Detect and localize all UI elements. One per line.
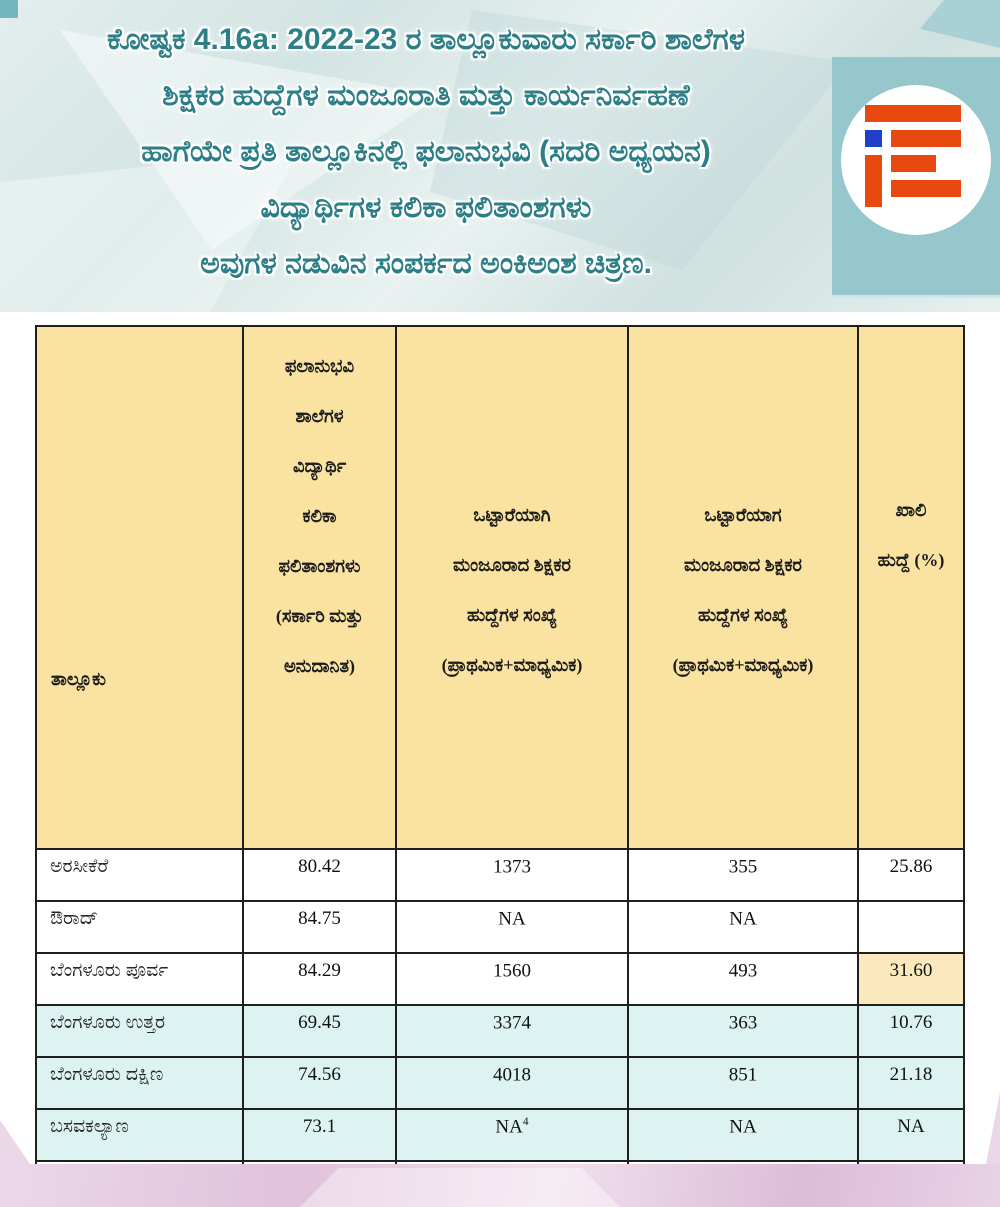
table-row: ಬೆಂಗಳೂರು ಉತ್ತರ 69.45 3374 363 10.76 xyxy=(35,1004,965,1058)
header-taluk: ತಾಲ್ಲೂಕು xyxy=(35,325,244,850)
decorative-shard xyxy=(0,1120,30,1164)
table-row: ಅರಸೀಕೆರೆ 80.42 1373 355 25.86 xyxy=(35,848,965,902)
header-learning-outcomes: ಫಲಾನುಭವಿ ಶಾಲೆಗಳ ವಿದ್ಯಾರ್ಥಿ ಕಲಿಕಾ ಫಲಿತಾಂಶ… xyxy=(242,325,397,850)
logo-bar-top xyxy=(865,105,961,122)
vacancy-cell: NA xyxy=(857,1108,965,1162)
result-cell: 69.45 xyxy=(242,1004,397,1058)
logo-bar-4 xyxy=(891,180,961,197)
vacancy-cell: 10.76 xyxy=(857,1004,965,1058)
vacancy-cell: 21.18 xyxy=(857,1056,965,1110)
decorative-shard xyxy=(986,1092,1000,1164)
working-cell: 363 xyxy=(627,1004,859,1058)
data-table-wrap: ತಾಲ್ಲೂಕು ಫಲಾನುಭವಿ ಶಾಲೆಗಳ ವಿದ್ಯಾರ್ಥಿ ಕಲಿಕ… xyxy=(35,325,965,1207)
title-banner: ಕೋಷ್ಟಕ 4.16a: 2022-23 ರ ತಾಲ್ಲೂಕುವಾರು ಸರ್… xyxy=(0,0,1000,312)
title-line-2: ಶಿಕ್ಷಕರ ಹುದ್ದೆಗಳ ಮಂಜೂರಾತಿ ಮತ್ತು ಕಾರ್ಯನಿರ… xyxy=(162,79,690,112)
table-row: ಬೆಂಗಳೂರು ಪೂರ್ವ 84.29 1560 493 31.60 xyxy=(35,952,965,1006)
decorative-shard xyxy=(920,0,1000,48)
sanctioned-cell: 1560 xyxy=(395,952,629,1006)
title-line-5: ಅವುಗಳ ನಡುವಿನ ಸಂಪರ್ಕದ ಅಂಕಿಅಂಶ ಚಿತ್ರಣ. xyxy=(200,247,652,280)
sanctioned-cell: 1373 xyxy=(395,848,629,902)
sanctioned-cell: 4018 xyxy=(395,1056,629,1110)
decorative-shard xyxy=(300,1168,620,1207)
title-line-3: ಹಾಗೆಯೇ ಪ್ರತಿ ತಾಲ್ಲೂಕಿನಲ್ಲಿ ಫಲಾನುಭವಿ (ಸದರ… xyxy=(141,135,711,168)
working-cell: NA xyxy=(627,1108,859,1162)
result-cell: 80.42 xyxy=(242,848,397,902)
footer-band xyxy=(0,1164,1000,1207)
sanctioned-cell: 3374 xyxy=(395,1004,629,1058)
ie-logo-icon xyxy=(841,85,991,235)
result-cell: 74.56 xyxy=(242,1056,397,1110)
working-cell: 851 xyxy=(627,1056,859,1110)
header-row: ತಾಲ್ಲೂಕು ಫಲಾನುಭವಿ ಶಾಲೆಗಳ ವಿದ್ಯಾರ್ಥಿ ಕಲಿಕ… xyxy=(35,325,965,850)
taluk-cell: ಅರಸೀಕೆರೆ xyxy=(35,848,244,902)
logo-bar-3 xyxy=(891,155,936,172)
vacancy-cell-highlighted: 31.60 xyxy=(857,952,965,1006)
title-line-1: ಕೋಷ್ಟಕ 4.16a: 2022-23 ರ ತಾಲ್ಲೂಕುವಾರು ಸರ್… xyxy=(106,23,746,56)
logo-panel xyxy=(832,57,1000,298)
taluk-cell: ಬೆಂಗಳೂರು ದಕ್ಷಿಣ xyxy=(35,1056,244,1110)
taluk-cell: ಔರಾದ್ xyxy=(35,900,244,954)
taluk-cell: ಬೆಂಗಳೂರು ಪೂರ್ವ xyxy=(35,952,244,1006)
taluk-cell: ಬಸವಕಲ್ಯಾಣ xyxy=(35,1108,244,1162)
logo-blue-dot xyxy=(865,130,882,147)
logo-stem xyxy=(865,155,882,207)
result-cell: 84.29 xyxy=(242,952,397,1006)
header-sanctioned-posts: ಒಟ್ಟಾರೆಯಾಗಿ ಮಂಜೂರಾದ ಶಿಕ್ಷಕರ ಹುದ್ದೆಗಳ ಸಂಖ… xyxy=(395,325,629,850)
vacancy-cell xyxy=(857,900,965,954)
result-cell: 73.1 xyxy=(242,1108,397,1162)
header-working-posts: ಒಟ್ಟಾರೆಯಾಗ ಮಂಜೂರಾದ ಶಿಕ್ಷಕರ ಹುದ್ದೆಗಳ ಸಂಖ್… xyxy=(627,325,859,850)
taluk-cell: ಬೆಂಗಳೂರು ಉತ್ತರ xyxy=(35,1004,244,1058)
table-row: ಬಸವಕಲ್ಯಾಣ 73.1 NA4 NA NA xyxy=(35,1108,965,1162)
working-cell: 493 xyxy=(627,952,859,1006)
working-cell: NA xyxy=(627,900,859,954)
working-cell: 355 xyxy=(627,848,859,902)
header-taluk-label: ತಾಲ್ಲೂಕು xyxy=(51,669,107,689)
vacancy-cell: 25.86 xyxy=(857,848,965,902)
taluk-statistics-table: ತಾಲ್ಲೂಕು ಫಲಾನುಭವಿ ಶಾಲೆಗಳ ವಿದ್ಯಾರ್ಥಿ ಕಲಿಕ… xyxy=(35,325,965,1207)
sanctioned-cell: NA xyxy=(395,900,629,954)
sanctioned-cell: NA4 xyxy=(395,1108,629,1162)
result-cell: 84.75 xyxy=(242,900,397,954)
table-row: ಔರಾದ್ 84.75 NA NA xyxy=(35,900,965,954)
page-title: ಕೋಷ್ಟಕ 4.16a: 2022-23 ರ ತಾಲ್ಲೂಕುವಾರು ಸರ್… xyxy=(0,12,852,292)
header-vacancy-percent: ಖಾಲಿ ಹುದ್ದೆ (%) xyxy=(857,325,965,850)
logo-bar-2 xyxy=(891,130,961,147)
table-row: ಬೆಂಗಳೂರು ದಕ್ಷಿಣ 74.56 4018 851 21.18 xyxy=(35,1056,965,1110)
title-line-4: ವಿದ್ಯಾರ್ಥಿಗಳ ಕಲಿಕಾ ಫಲಿತಾಂಶಗಳು xyxy=(260,191,592,224)
